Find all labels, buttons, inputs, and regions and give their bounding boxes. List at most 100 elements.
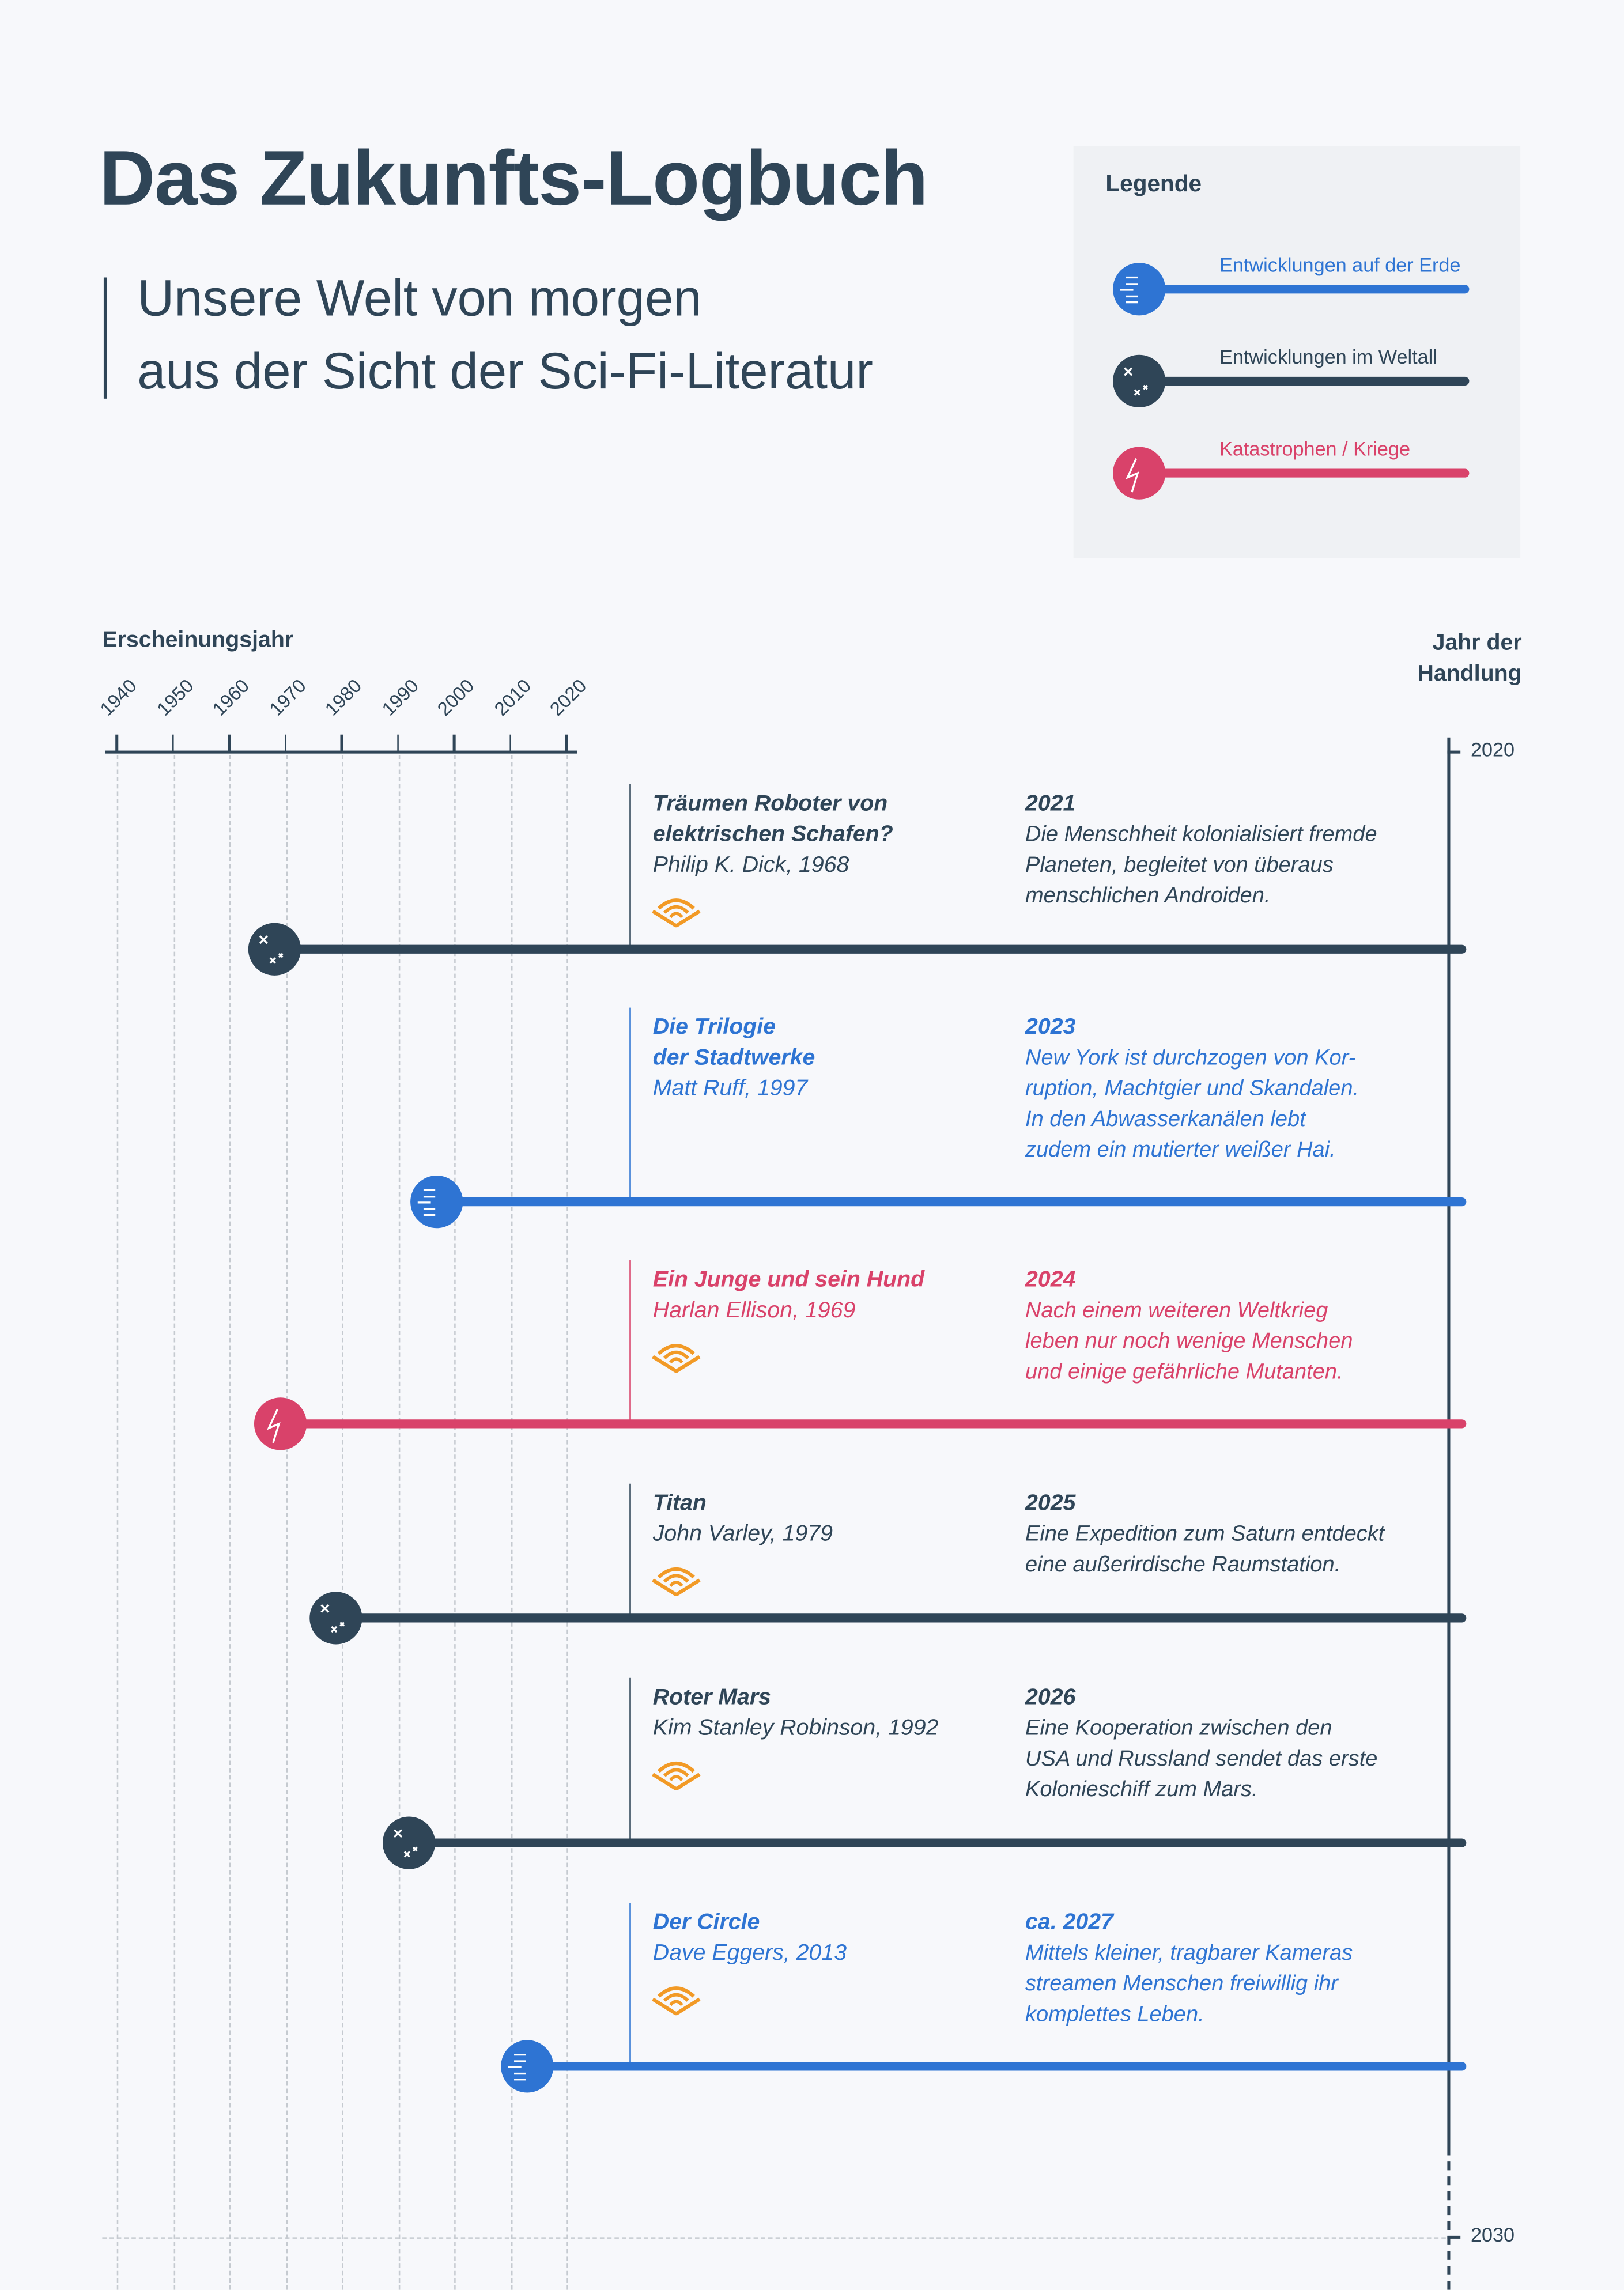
entry-bar (274, 944, 1467, 954)
legend: Legende Entwicklungen auf der Erde Entwic… (1073, 146, 1521, 558)
legend-line (1139, 468, 1470, 478)
audible-icon[interactable] (651, 1983, 701, 2016)
publication-tick-label: 1990 (376, 674, 422, 720)
publication-tick-label: 2010 (489, 674, 535, 720)
publication-tick (228, 734, 231, 753)
audible-icon[interactable] (651, 1564, 701, 1597)
story-tick-label-2030: 2030 (1470, 2224, 1515, 2246)
legend-label: Entwicklungen auf der Erde (1219, 254, 1461, 276)
publication-tick (509, 734, 512, 753)
book-title: Titan (652, 1491, 707, 1516)
grid-line (398, 755, 400, 2290)
story-axis-future (1447, 2147, 1451, 2290)
legend-line (1139, 285, 1470, 294)
category-marker-space[interactable] (383, 1816, 436, 1869)
connector-line (629, 1903, 632, 2066)
entry-bar (280, 1419, 1467, 1429)
story-year: 2024 (1025, 1267, 1076, 1293)
publication-tick (565, 734, 568, 753)
story-year: 2023 (1025, 1015, 1076, 1040)
publication-tick-label: 2020 (545, 674, 591, 720)
book-author: John Varley, 1979 (652, 1521, 833, 1547)
grid-line (285, 755, 287, 2290)
grid-line (342, 755, 343, 2290)
lightning-icon (1113, 447, 1166, 500)
story-year: 2026 (1025, 1685, 1076, 1710)
book-author: Philip K. Dick, 1968 (652, 852, 849, 878)
publication-tick-label: 1980 (320, 674, 366, 720)
grid-line (454, 755, 456, 2290)
book-title: Ein Junge und sein Hund (652, 1267, 925, 1293)
legend-label: Entwicklungen im Weltall (1219, 346, 1437, 368)
category-marker-earth[interactable] (411, 1176, 464, 1229)
publication-tick-label: 1950 (152, 674, 197, 720)
audible-icon[interactable] (651, 1758, 701, 1792)
grid-line (566, 755, 568, 2290)
story-year: 2025 (1025, 1491, 1076, 1516)
publication-tick (453, 734, 456, 753)
story-description: Die Menschheit kolonialisiert fremde Pla… (1025, 822, 1377, 909)
publication-tick-label: 1970 (264, 674, 310, 720)
story-tick-label-2020: 2020 (1470, 739, 1515, 761)
category-marker-catastrophe[interactable] (254, 1397, 307, 1450)
legend-line (1139, 376, 1470, 386)
publication-axis-label: Erscheinungsjahr (102, 628, 294, 653)
grid-line (229, 755, 231, 2290)
entry-bar (527, 2062, 1467, 2071)
grid-line (116, 755, 119, 2290)
connector-line (629, 1483, 632, 1618)
story-description: New York ist durchzogen von Kor- ruption… (1025, 1045, 1359, 1163)
publication-tick (396, 734, 399, 753)
legend-label: Katastrophen / Kriege (1219, 438, 1411, 460)
story-axis-line (1447, 737, 1451, 2147)
book-title: Die Trilogie der Stadtwerke (652, 1015, 815, 1071)
book-author: Dave Eggers, 2013 (652, 1940, 847, 1966)
publication-tick-label: 1940 (95, 674, 141, 720)
story-year: 2021 (1025, 791, 1076, 817)
subtitle-line-1: Unsere Welt von morgen (137, 270, 702, 327)
category-marker-space[interactable] (248, 923, 301, 976)
stars-icon (1113, 354, 1166, 408)
book-title: Der Circle (652, 1910, 760, 1935)
connector-line (629, 1677, 632, 1843)
publication-tick (341, 734, 343, 753)
grid-line (173, 755, 175, 2290)
publication-axis-line (105, 750, 577, 754)
publication-tick-label: 1960 (207, 674, 254, 720)
story-description: Mittels kleiner, tragbarer Kameras strea… (1025, 1940, 1353, 2027)
story-year: ca. 2027 (1025, 1910, 1113, 1935)
subtitle-bar (103, 277, 107, 399)
story-tick-2020 (1447, 750, 1461, 753)
category-marker-earth[interactable] (501, 2040, 554, 2093)
story-description: Eine Kooperation zwischen den USA und Ru… (1025, 1715, 1378, 1802)
publication-tick (115, 734, 118, 753)
subtitle-line-2: aus der Sicht der Sci-Fi-Literatur (137, 343, 873, 400)
audible-icon[interactable] (651, 1340, 701, 1374)
entry-bar (409, 1838, 1467, 1847)
entry-bar (437, 1197, 1467, 1207)
book-author: Harlan Ellison, 1969 (652, 1298, 856, 1323)
legend-title: Legende (1105, 172, 1202, 198)
page-title: Das Zukunfts-Logbuch (99, 135, 928, 222)
story-axis-label-line-1: Jahr der (1432, 630, 1522, 656)
grid-line (510, 755, 512, 2290)
category-marker-space[interactable] (309, 1592, 362, 1645)
legend-item-earth: Entwicklungen auf der Erde (1074, 254, 1520, 324)
book-author: Kim Stanley Robinson, 1992 (652, 1715, 939, 1741)
publication-tick (284, 734, 287, 753)
connector-line (629, 1007, 632, 1202)
book-title: Träumen Roboter von elektrischen Schafen… (652, 791, 893, 847)
audible-icon[interactable] (651, 895, 701, 928)
story-axis-label-line-2: Handlung (1417, 661, 1522, 687)
earth-lines-icon (1113, 263, 1166, 316)
legend-item-catastrophe: Katastrophen / Kriege (1074, 438, 1520, 508)
story-description: Eine Expedition zum Saturn entdeckt eine… (1025, 1521, 1385, 1577)
connector-line (629, 784, 632, 950)
story-description: Nach einem weiteren Weltkrieg leben nur … (1025, 1298, 1353, 1385)
entry-bar (336, 1613, 1467, 1623)
book-author: Matt Ruff, 1997 (652, 1076, 808, 1101)
story-2030-guide (102, 2237, 1446, 2239)
connector-line (629, 1260, 632, 1424)
publication-tick (172, 734, 175, 753)
